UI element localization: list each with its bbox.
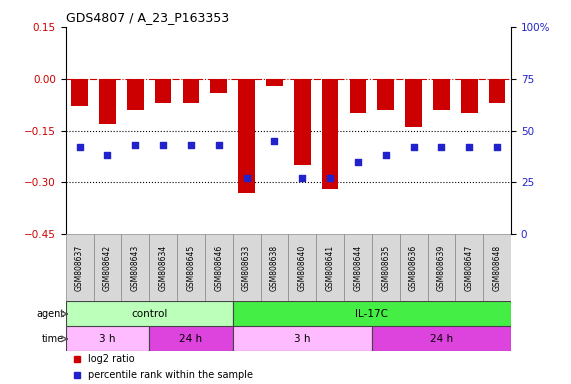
Text: control: control [131,309,167,319]
Text: GSM808636: GSM808636 [409,245,418,291]
Point [353,159,363,165]
Point [103,152,112,159]
Bar [456,234,483,301]
Text: GSM808640: GSM808640 [297,245,307,291]
Text: GSM808647: GSM808647 [465,245,474,291]
Bar [461,79,477,113]
Bar [344,234,372,301]
Bar [428,234,456,301]
Bar [372,326,511,351]
Text: GSM808637: GSM808637 [75,245,84,291]
Bar [155,79,171,103]
Text: 24 h: 24 h [179,334,203,344]
Bar [99,79,116,124]
Text: GDS4807 / A_23_P163353: GDS4807 / A_23_P163353 [66,11,229,24]
Bar [205,234,233,301]
Bar [266,79,283,86]
Bar [400,234,428,301]
Text: GSM808635: GSM808635 [381,245,391,291]
Bar [233,234,260,301]
Text: time: time [42,334,65,344]
Bar [177,234,205,301]
Bar [210,79,227,93]
Text: GSM808634: GSM808634 [159,245,168,291]
Bar [377,79,394,110]
Text: log2 ratio: log2 ratio [88,354,135,364]
Point [159,142,168,148]
Bar [183,79,199,103]
Bar [66,301,233,326]
Bar [71,79,88,106]
Bar [483,234,511,301]
Bar [349,79,367,113]
Text: GSM808645: GSM808645 [186,245,195,291]
Bar [127,79,144,110]
Text: GSM808639: GSM808639 [437,245,446,291]
Point [297,175,307,181]
Point [75,144,84,150]
Bar [294,79,311,165]
Bar [322,79,339,189]
Text: GSM808646: GSM808646 [214,245,223,291]
Text: GSM808641: GSM808641 [325,245,335,291]
Bar [233,326,372,351]
Text: GSM808642: GSM808642 [103,245,112,291]
Bar [372,234,400,301]
Bar [238,79,255,193]
Text: IL-17C: IL-17C [355,309,388,319]
Text: GSM808633: GSM808633 [242,245,251,291]
Bar [433,79,450,110]
Text: percentile rank within the sample: percentile rank within the sample [88,370,253,380]
Bar [149,234,177,301]
Point [381,152,391,159]
Point [493,144,502,150]
Text: agent: agent [36,309,65,319]
Point [186,142,195,148]
Bar [94,234,122,301]
Text: GSM808643: GSM808643 [131,245,140,291]
Bar [288,234,316,301]
Bar [122,234,149,301]
Bar [233,301,511,326]
Text: 3 h: 3 h [99,334,116,344]
Bar [149,326,233,351]
Bar [316,234,344,301]
Bar [66,326,149,351]
Text: 24 h: 24 h [430,334,453,344]
Point [437,144,446,150]
Point [214,142,223,148]
Text: GSM808648: GSM808648 [493,245,502,291]
Text: GSM808644: GSM808644 [353,245,363,291]
Text: 3 h: 3 h [294,334,311,344]
Bar [66,234,94,301]
Bar [260,234,288,301]
Point [131,142,140,148]
Point [325,175,335,181]
Bar [405,79,422,127]
Point [242,175,251,181]
Point [465,144,474,150]
Text: GSM808638: GSM808638 [270,245,279,291]
Bar [489,79,505,103]
Point [270,138,279,144]
Point [409,144,418,150]
